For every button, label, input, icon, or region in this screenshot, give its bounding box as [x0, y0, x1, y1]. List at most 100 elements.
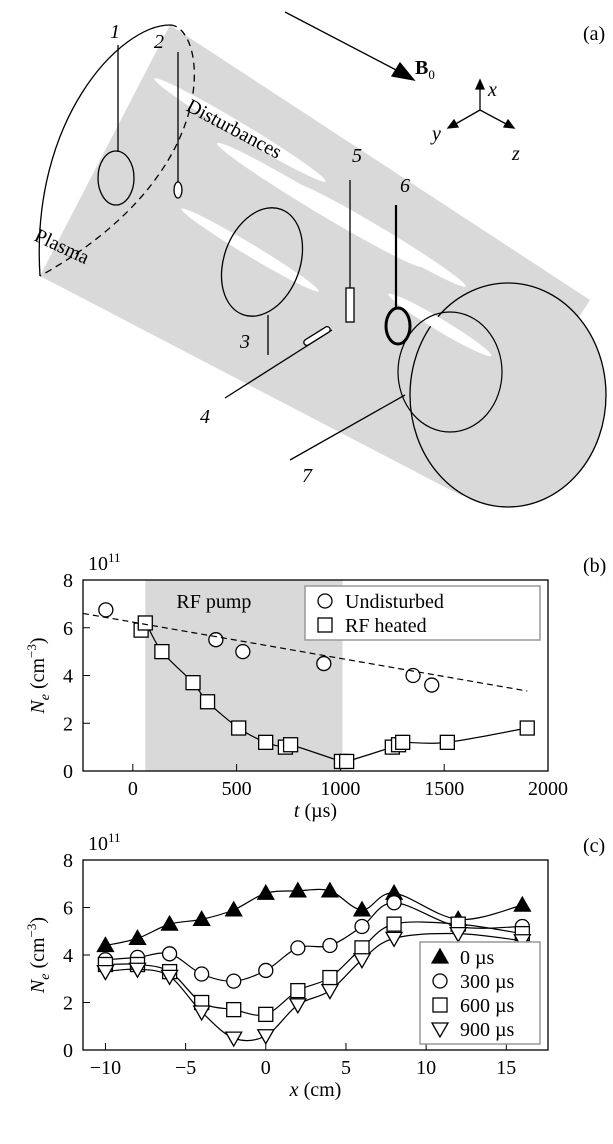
y-tick-label: 8 — [63, 850, 73, 872]
legend-label: RF heated — [345, 615, 427, 637]
marker — [224, 900, 243, 917]
y-label-sub: e — [38, 974, 53, 980]
y-label-unit: (cm — [27, 657, 49, 694]
probe-label: 6 — [400, 175, 410, 197]
x-tick-label: 500 — [222, 778, 252, 800]
marker — [137, 615, 153, 631]
marker — [386, 916, 402, 932]
x-axis-label: x (cm) — [289, 1079, 342, 1101]
marker — [449, 926, 468, 943]
marker — [154, 643, 170, 660]
marker — [160, 969, 179, 986]
arrow-head — [474, 78, 486, 90]
marker — [192, 910, 211, 927]
x-axis-label: t (µs) — [294, 800, 337, 822]
axis-y — [451, 109, 481, 127]
probe-label: 1 — [110, 21, 120, 43]
marker — [192, 1005, 211, 1022]
probe-6-loop — [384, 306, 412, 346]
arrow-head — [390, 61, 416, 81]
multiplier-exp: 11 — [108, 550, 121, 565]
end-face — [409, 282, 607, 508]
streak — [388, 293, 492, 357]
legend-marker — [317, 617, 333, 633]
marker — [288, 881, 307, 898]
y-tick-label: 4 — [63, 945, 73, 967]
y-tick-label: 8 — [63, 570, 73, 592]
x-tick-label: 0 — [128, 778, 138, 800]
axis-label: x — [487, 79, 497, 101]
streak — [154, 78, 326, 182]
panel-label: (b) — [583, 555, 606, 577]
legend-label: 900 µs — [460, 1019, 515, 1041]
x-tick-label: 2000 — [528, 778, 568, 800]
marker — [352, 953, 372, 970]
marker — [386, 895, 402, 911]
y-label-var: N — [27, 699, 49, 715]
legend-label: Undisturbed — [345, 591, 444, 613]
marker — [231, 720, 247, 736]
marker — [322, 937, 338, 954]
y-label-end: ) — [27, 637, 49, 644]
axis-z — [479, 109, 511, 127]
y-tick-label: 4 — [63, 666, 73, 688]
field-sub: 0 — [428, 67, 435, 82]
x-tick-label: 10 — [416, 1057, 436, 1079]
probe-label: 4 — [200, 406, 210, 428]
y-label-unit: (cm — [27, 937, 49, 974]
marker — [194, 966, 210, 982]
probe-3-loop — [220, 207, 304, 317]
y-label-sub: e — [38, 694, 53, 700]
marker — [160, 914, 179, 931]
legend-marker — [432, 997, 448, 1013]
multiplier: 1011 — [88, 830, 121, 855]
x-tick-label: 5 — [341, 1057, 351, 1079]
loop-7 — [397, 311, 503, 433]
marker — [282, 737, 299, 753]
marker — [354, 940, 370, 956]
x-label-var: t — [294, 800, 300, 822]
marker — [352, 900, 372, 917]
marker — [256, 1029, 275, 1046]
axis-label: z — [511, 143, 520, 165]
probe-label: 2 — [154, 31, 164, 53]
probe-5-tip — [345, 287, 355, 323]
multiplier-exp: 11 — [108, 830, 121, 845]
panel-label: (c) — [583, 835, 605, 857]
marker — [96, 964, 115, 981]
x-label-unit: (µs) — [299, 800, 337, 822]
y-label-var: N — [27, 978, 49, 994]
arrow-head — [446, 118, 460, 129]
marker — [288, 998, 307, 1015]
legend-label: 300 µs — [460, 971, 515, 993]
column-edge — [38, 24, 171, 277]
marker — [320, 983, 340, 1000]
legend-box — [304, 585, 541, 641]
probe-7 — [289, 394, 406, 461]
y-tick-label: 0 — [63, 761, 73, 783]
legend-marker — [430, 947, 450, 964]
legend-marker — [317, 593, 333, 609]
marker — [98, 602, 114, 618]
y-tick-label: 2 — [63, 713, 73, 735]
marker — [256, 883, 275, 900]
legend-marker — [432, 973, 448, 989]
axis-label: y — [430, 123, 441, 145]
marker — [322, 969, 338, 986]
y-label-sup: −3 — [24, 644, 39, 658]
marker — [226, 973, 242, 989]
x-tick-label: −10 — [90, 1057, 121, 1079]
marker — [354, 918, 370, 935]
probes — [97, 11, 516, 461]
x-label-var: x — [289, 1079, 299, 1101]
probe-4-tip — [303, 325, 331, 347]
marker — [320, 881, 340, 898]
marker — [258, 962, 274, 979]
y-label-end: ) — [27, 917, 49, 924]
arrow-head — [502, 118, 516, 129]
multiplier-base: 10 — [88, 553, 108, 575]
marker — [185, 675, 201, 691]
x-label-unit: (cm) — [299, 1079, 342, 1101]
y-tick-label: 2 — [63, 993, 73, 1015]
